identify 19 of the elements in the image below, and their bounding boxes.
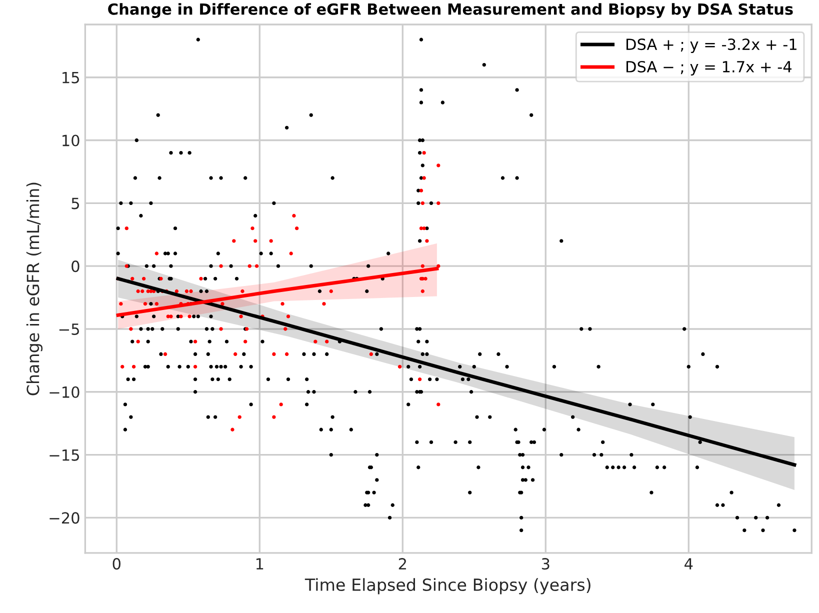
x-tick-label: 4 [684,558,693,570]
y-tick-label: −5 [59,324,79,336]
x-tick-label: 3 [542,558,550,570]
line-series [116,276,796,467]
y-tick-label: −10 [50,386,80,398]
y-tick-label: −15 [50,449,79,461]
legend-label: DSA − ; y = 1.7x + -4 [626,60,792,76]
x-axis-title: Time Elapsed Since Biopsy (years) [304,578,590,594]
x-tick-label: 2 [398,558,406,570]
y-axis-title: Change in eGFR (mL/min) [26,182,43,396]
y-tick-label: −20 [50,512,80,524]
y-tick-label: 5 [72,198,79,210]
y-tick-label: 0 [72,260,80,272]
y-tick-label: 15 [62,72,79,84]
x-tick-label: 0 [112,558,120,570]
y-tick-label: 10 [62,134,80,146]
chart-title: Change in Difference of eGFR Between Measurement and Biopsy by DSA Status [108,3,793,18]
legend-label: DSA + ; y = -3.2x + -1 [626,38,796,54]
x-tick-label: 1 [256,558,264,570]
